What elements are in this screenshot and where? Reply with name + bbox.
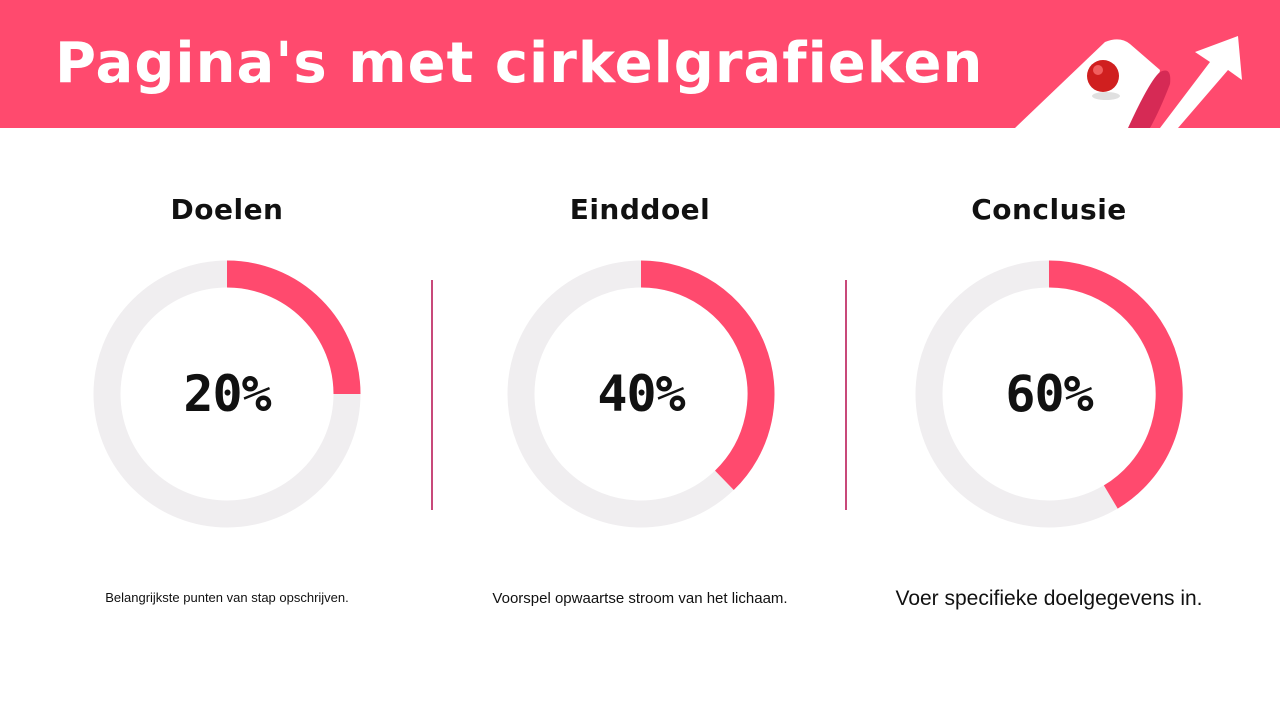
arrow-up-ball-icon: [1015, 36, 1242, 128]
percentage-label: 40%: [597, 365, 685, 423]
column-divider: [845, 280, 847, 510]
chart-title-conclusie: Conclusie: [971, 193, 1127, 226]
chart-title-einddoel: Einddoel: [569, 193, 711, 226]
column-divider: [431, 280, 433, 510]
caption-einddoel: Voorspel opwaartse stroom van het lichaa…: [492, 590, 788, 607]
donut-chart-conclusie: 60%: [915, 260, 1183, 528]
caption-doelen: Belangrijkste punten van stap opschrijve…: [105, 590, 349, 605]
chart-title-doelen: Doelen: [170, 193, 284, 226]
percentage-label: 20%: [183, 365, 271, 423]
header-banner: Pagina's met cirkelgrafieken: [0, 0, 1280, 128]
percentage-label: 60%: [1005, 365, 1093, 423]
page-title: Pagina's met cirkelgrafieken: [55, 31, 984, 96]
caption-conclusie: Voer specifieke doelgegevens in.: [895, 587, 1203, 610]
donut-chart-doelen: 20%: [93, 260, 361, 528]
donut-chart-einddoel: 40%: [507, 260, 775, 528]
